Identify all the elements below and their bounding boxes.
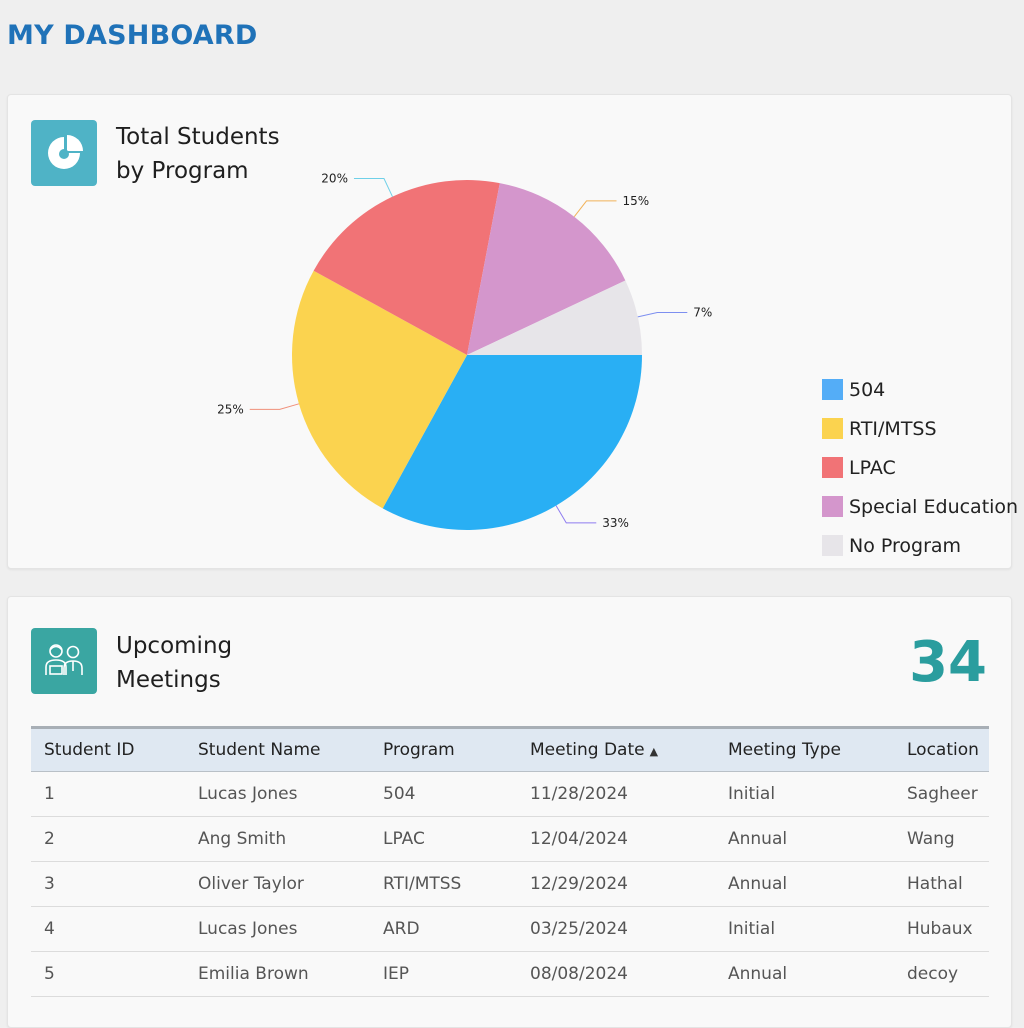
pie-chart-icon bbox=[31, 120, 97, 186]
legend-swatch bbox=[822, 418, 843, 439]
legend-swatch bbox=[822, 535, 843, 556]
pie-data-label: 7% bbox=[693, 305, 712, 319]
cell-student-name: Lucas Jones bbox=[185, 906, 370, 952]
column-header-student-name[interactable]: Student Name bbox=[185, 727, 370, 772]
cell-program: RTI/MTSS bbox=[370, 861, 517, 907]
cell-location: Wang bbox=[894, 816, 989, 862]
meetings-count: 34 bbox=[909, 630, 987, 695]
pie-leader-line bbox=[637, 311, 688, 318]
table-row[interactable]: 2 Ang Smith LPAC 12/04/2024 Annual Wang bbox=[31, 816, 989, 862]
cell-meeting-date: 12/29/2024 bbox=[517, 861, 715, 907]
column-header-meeting-date[interactable]: Meeting Date ▲︎ bbox=[517, 727, 715, 772]
pie-slice[interactable] bbox=[313, 180, 500, 355]
cell-student-id: 1 bbox=[31, 771, 185, 817]
cell-student-name: Emilia Brown bbox=[185, 951, 370, 997]
table-row[interactable]: 3 Oliver Taylor RTI/MTSS 12/29/2024 Annual Ha… bbox=[31, 861, 989, 907]
table-row[interactable]: 5 Emilia Brown IEP 08/08/2024 Annual decoy bbox=[31, 951, 989, 997]
legend-swatch bbox=[822, 496, 843, 517]
meetings-table: Student ID Student Name Program Meeting … bbox=[31, 726, 989, 997]
cell-program: ARD bbox=[370, 906, 517, 952]
cell-meeting-type: Initial bbox=[715, 906, 894, 952]
cell-location: Hathal bbox=[894, 861, 989, 907]
column-header-location[interactable]: Location bbox=[894, 727, 989, 772]
pie-data-label: 15% bbox=[623, 194, 650, 208]
meetings-card-title: Upcoming Meetings bbox=[116, 633, 233, 693]
pie-leader-line bbox=[249, 403, 300, 410]
program-pie-chart: 33% 25% 20% 15% 7% bbox=[217, 172, 712, 530]
legend-item[interactable]: RTI/MTSS bbox=[822, 409, 1018, 448]
pie-data-label: 33% bbox=[602, 516, 629, 530]
cell-program: IEP bbox=[370, 951, 517, 997]
table-row[interactable]: 4 Lucas Jones ARD 03/25/2024 Initial Hubaux bbox=[31, 906, 989, 952]
pie-data-label: 20% bbox=[321, 172, 348, 186]
students-by-program-card: Total Students by Program 33% 25% 20% 15% 7%… bbox=[7, 94, 1018, 569]
cell-program: 504 bbox=[370, 771, 517, 817]
legend-item[interactable]: 504 bbox=[822, 370, 1018, 409]
cell-program: LPAC bbox=[370, 816, 517, 862]
column-header-program[interactable]: Program bbox=[370, 727, 517, 772]
legend-swatch bbox=[822, 379, 843, 400]
legend-label: No Program bbox=[849, 534, 962, 557]
legend-item[interactable]: Special Education bbox=[822, 487, 1018, 526]
cell-student-name: Lucas Jones bbox=[185, 771, 370, 817]
pie-slice[interactable] bbox=[382, 355, 642, 530]
pie-leader-line bbox=[573, 200, 617, 218]
legend-item[interactable]: No Program bbox=[822, 526, 1018, 565]
legend-label: Special Education bbox=[849, 495, 1019, 518]
pie-slice[interactable] bbox=[467, 183, 626, 355]
sort-icon[interactable]: ▲︎ bbox=[649, 745, 659, 758]
cell-meeting-type: Annual bbox=[715, 951, 894, 997]
pie-leader-line bbox=[555, 505, 597, 524]
pie-slice[interactable] bbox=[467, 280, 642, 355]
cell-meeting-date: 11/28/2024 bbox=[517, 771, 715, 817]
legend-label: RTI/MTSS bbox=[849, 417, 937, 440]
cell-student-id: 2 bbox=[31, 816, 185, 862]
pie-data-label: 25% bbox=[217, 402, 244, 416]
column-header-meeting-type[interactable]: Meeting Type bbox=[715, 727, 894, 772]
cell-meeting-date: 12/04/2024 bbox=[517, 816, 715, 862]
meeting-people-icon bbox=[31, 628, 97, 694]
legend-label: 504 bbox=[849, 378, 886, 401]
chart-card-title: Total Students by Program bbox=[116, 124, 280, 184]
cell-meeting-type: Annual bbox=[715, 861, 894, 907]
legend-swatch bbox=[822, 457, 843, 478]
pie-slice[interactable] bbox=[292, 270, 467, 509]
column-header-student-id[interactable]: Student ID bbox=[31, 727, 185, 772]
cell-meeting-type: Initial bbox=[715, 771, 894, 817]
cell-student-name: Oliver Taylor bbox=[185, 861, 370, 907]
cell-meeting-type: Annual bbox=[715, 816, 894, 862]
table-header-row: Student ID Student Name Program Meeting … bbox=[31, 727, 989, 772]
page-title: MY DASHBOARD bbox=[7, 20, 258, 51]
cell-student-id: 3 bbox=[31, 861, 185, 907]
cell-meeting-date: 08/08/2024 bbox=[517, 951, 715, 997]
table-row[interactable]: 1 Lucas Jones 504 11/28/2024 Initial Sagheer bbox=[31, 771, 989, 817]
pie-leader-line bbox=[353, 178, 393, 197]
cell-meeting-date: 03/25/2024 bbox=[517, 906, 715, 952]
cell-student-name: Ang Smith bbox=[185, 816, 370, 862]
legend-label: LPAC bbox=[849, 456, 896, 479]
chart-legend: 504 RTI/MTSS LPAC Special Education No Progr… bbox=[822, 370, 1018, 565]
cell-location: Hubaux bbox=[894, 906, 989, 952]
upcoming-meetings-card: Upcoming Meetings 34 Student ID Student … bbox=[7, 596, 1012, 1028]
cell-location: decoy bbox=[894, 951, 989, 997]
cell-student-id: 4 bbox=[31, 906, 185, 952]
cell-student-id: 5 bbox=[31, 951, 185, 997]
cell-location: Sagheer bbox=[894, 771, 989, 817]
legend-item[interactable]: LPAC bbox=[822, 448, 1018, 487]
